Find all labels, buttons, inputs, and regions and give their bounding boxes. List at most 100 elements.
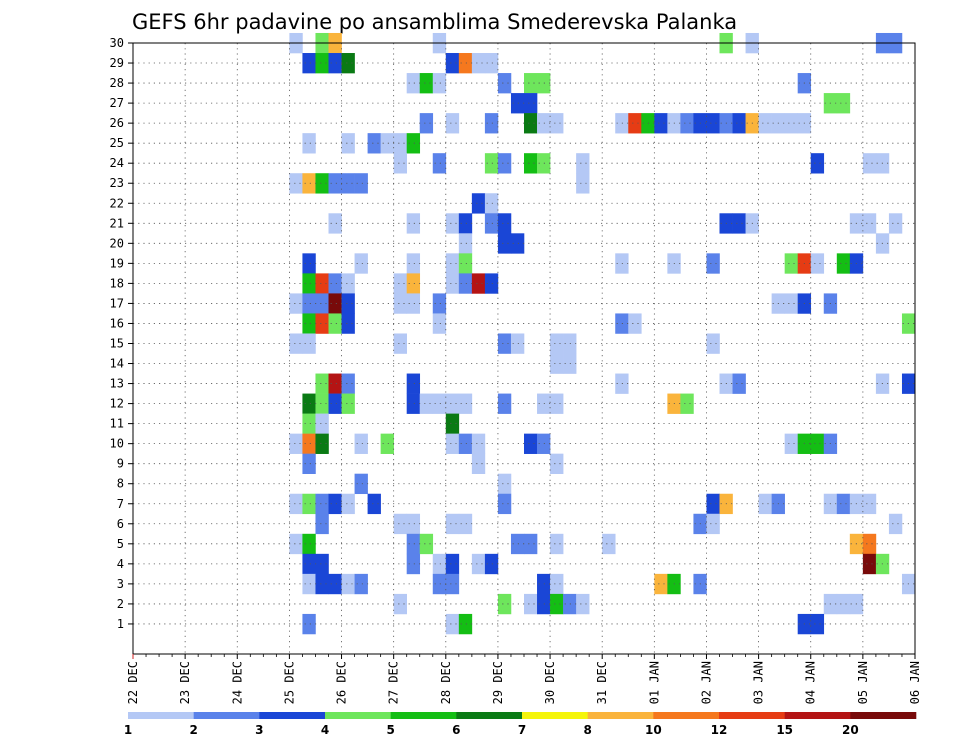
ensemble-cell (341, 53, 355, 74)
y-tick-label: 17 (110, 296, 124, 310)
ensemble-cell (458, 213, 473, 234)
ensemble-cell (524, 593, 538, 615)
ensemble-cell (432, 553, 447, 575)
ensemble-cell (524, 433, 538, 454)
ensemble-cell (537, 593, 551, 615)
ensemble-cell (302, 433, 316, 454)
ensemble-cell (537, 433, 551, 454)
ensemble-cell (393, 153, 407, 174)
ensemble-cell (445, 113, 460, 134)
ensemble-cell (458, 273, 473, 294)
ensemble-cell (302, 533, 316, 555)
ensemble-cell (484, 273, 499, 294)
ensemble-cell (341, 133, 355, 154)
ensemble-cell (576, 153, 590, 174)
ensemble-cell (406, 293, 421, 314)
x-tick-label: 28 DEC (439, 661, 453, 704)
colorbar-segment (456, 712, 523, 719)
y-tick-label: 24 (110, 156, 124, 170)
ensemble-cell (328, 213, 342, 234)
ensemble-cell (341, 573, 355, 595)
ensemble-cell (732, 113, 746, 134)
y-tick-label: 16 (110, 316, 124, 330)
ensemble-cell (328, 573, 342, 595)
ensemble-cell (471, 193, 486, 214)
ensemble-cell (510, 533, 525, 555)
ensemble-cell (862, 553, 877, 575)
ensemble-cell (471, 453, 486, 474)
ensemble-cell (445, 413, 460, 434)
ensemble-cell (302, 413, 316, 434)
ensemble-cell (302, 333, 316, 354)
ensemble-cell (484, 553, 499, 575)
ensemble-cell (406, 133, 421, 154)
ensemble-cell (393, 133, 407, 154)
ensemble-cell (406, 513, 421, 535)
ensemble-cell (289, 293, 303, 314)
ensemble-cell (315, 573, 329, 595)
y-tick-label: 25 (110, 136, 124, 150)
ensemble-cell (706, 113, 720, 134)
y-tick-label: 2 (117, 597, 124, 611)
y-tick-label: 12 (110, 397, 124, 411)
ensemble-cell (341, 493, 355, 515)
colorbar: 1 2 3 4 5 6 7 8 10 12 15 20 (124, 712, 917, 737)
y-tick-label: 3 (117, 577, 124, 591)
colorbar-segment (259, 712, 326, 719)
y-tick-label: 15 (110, 336, 124, 350)
ensemble-cell (524, 153, 538, 174)
colorbar-label: 12 (711, 723, 728, 737)
colorbar-segment (719, 712, 785, 719)
y-tick-label: 10 (110, 437, 124, 451)
ensemble-cell (315, 433, 329, 454)
ensemble-cell (563, 593, 577, 615)
ensemble-cell (380, 433, 394, 454)
ensemble-cell (810, 433, 825, 454)
x-tick-label: 30 DEC (543, 661, 557, 704)
ensemble-cell (550, 573, 564, 595)
ensemble-cell (524, 113, 538, 134)
ensemble-cell (784, 113, 798, 134)
y-tick-label: 28 (110, 76, 124, 90)
ensemble-cell (471, 553, 486, 575)
ensemble-cell (328, 393, 342, 414)
ensemble-cell (484, 53, 499, 74)
colorbar-label: 15 (776, 723, 793, 737)
colorbar-segment (390, 712, 457, 719)
ensemble-cell (445, 513, 460, 535)
ensemble-cell (654, 573, 668, 595)
x-tick-label: 04 JAN (804, 661, 818, 704)
ensemble-cell (550, 593, 564, 615)
ensemble-cell (341, 313, 355, 334)
ensemble-cell (497, 73, 512, 94)
y-tick-label: 1 (117, 617, 124, 631)
ensemble-cell (341, 393, 355, 414)
ensemble-cell (406, 253, 421, 274)
ensemble-cell (432, 73, 447, 94)
colorbar-label: 10 (645, 723, 662, 737)
ensemble-cell (563, 353, 577, 374)
ensemble-cell (341, 273, 355, 294)
ensemble-cell (328, 373, 342, 394)
ensemble-cell (354, 433, 368, 454)
ensemble-cell (315, 173, 329, 194)
y-tick-label: 22 (110, 196, 124, 210)
y-tick-label: 7 (117, 497, 124, 511)
ensemble-cell (563, 333, 577, 354)
y-tick-label: 8 (117, 477, 124, 491)
ensemble-cell (524, 73, 538, 94)
ensemble-cell (341, 373, 355, 394)
x-tick-label: 25 DEC (282, 661, 296, 704)
x-tick-label: 24 DEC (230, 661, 244, 704)
y-tick-label: 27 (110, 96, 124, 110)
y-tick-label: 23 (110, 176, 124, 190)
colorbar-label: 6 (452, 723, 460, 737)
ensemble-cell (550, 533, 564, 555)
ensemble-cell (445, 213, 460, 234)
colorbar-segment (193, 712, 260, 719)
ensemble-cell (315, 493, 329, 515)
x-tick-label: 23 DEC (178, 661, 192, 704)
ensemble-cell (510, 333, 525, 354)
ensemble-cell (445, 613, 460, 635)
